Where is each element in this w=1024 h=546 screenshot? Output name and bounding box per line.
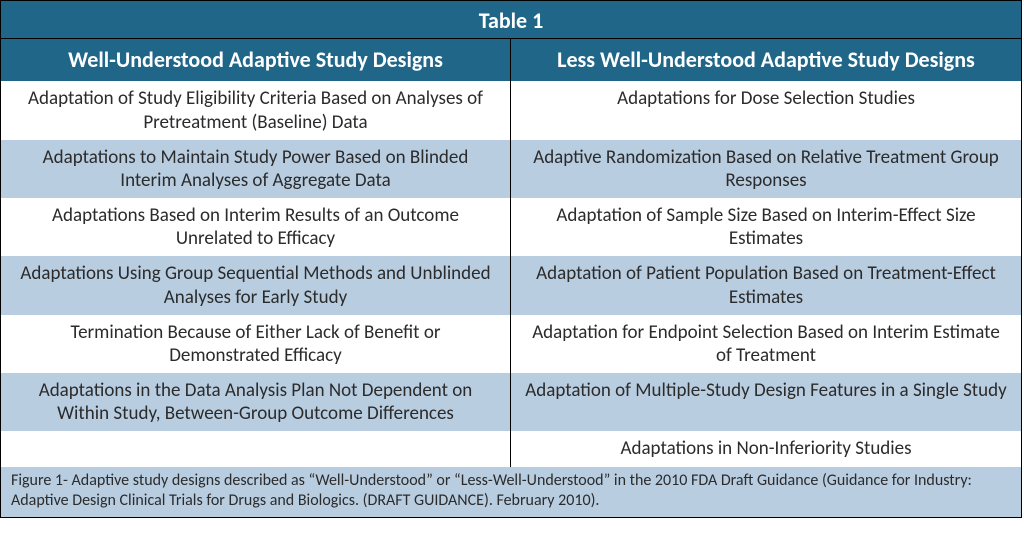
table-cell: Adaptation of Multiple-Study Design Feat… (511, 373, 1021, 431)
table-row: Adaptation of Study Eligibility Criteria… (1, 81, 1021, 139)
table-cell: Adaptations in Non-Inferiority Studies (511, 431, 1021, 466)
table-cell: Adaptation for Endpoint Selection Based … (511, 315, 1021, 373)
table-cell: Termination Because of Either Lack of Be… (1, 315, 511, 373)
table-cell: Adaptations for Dose Selection Studies (511, 81, 1021, 139)
table-cell: Adaptations Using Group Sequential Metho… (1, 256, 511, 314)
table-row: Adaptations Using Group Sequential Metho… (1, 256, 1021, 314)
table-row: Adaptations in the Data Analysis Plan No… (1, 373, 1021, 431)
table-row: Adaptations Based on Interim Results of … (1, 198, 1021, 256)
table-row: Adaptations to Maintain Study Power Base… (1, 140, 1021, 198)
table-cell: Adaptation of Patient Population Based o… (511, 256, 1021, 314)
table-row: Adaptations in Non-Inferiority Studies (1, 431, 1021, 466)
table-title: Table 1 (1, 1, 1021, 39)
column-header-less-well-understood: Less Well-Understood Adaptive Study Desi… (511, 39, 1021, 81)
table-cell (1, 431, 511, 466)
table-cell: Adaptation of Sample Size Based on Inter… (511, 198, 1021, 256)
table-row: Termination Because of Either Lack of Be… (1, 315, 1021, 373)
column-header-well-understood: Well-Understood Adaptive Study Designs (1, 39, 511, 81)
table-cell: Adaptations Based on Interim Results of … (1, 198, 511, 256)
table-cell: Adaptive Randomization Based on Relative… (511, 140, 1021, 198)
table-cell: Adaptation of Study Eligibility Criteria… (1, 81, 511, 139)
table-cell: Adaptations in the Data Analysis Plan No… (1, 373, 511, 431)
table-caption: Figure 1- Adaptive study designs describ… (1, 467, 1021, 517)
table-header-row: Well-Understood Adaptive Study Designs L… (1, 39, 1021, 81)
adaptive-designs-table: Table 1 Well-Understood Adaptive Study D… (0, 0, 1022, 518)
table-cell: Adaptations to Maintain Study Power Base… (1, 140, 511, 198)
